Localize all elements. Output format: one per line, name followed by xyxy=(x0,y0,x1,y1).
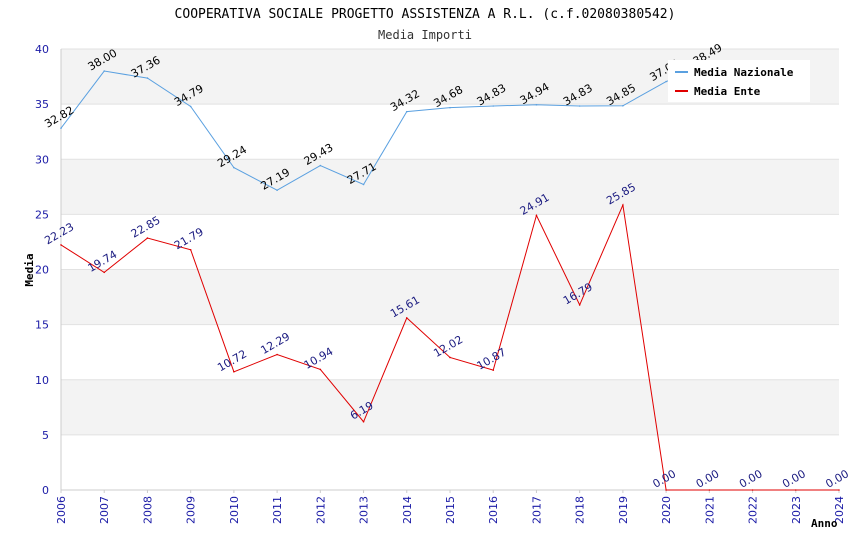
chart-subtitle: Media Importi xyxy=(378,28,472,42)
data-point xyxy=(405,317,408,319)
legend-label-media-ente: Media Ente xyxy=(694,85,761,98)
data-point xyxy=(103,70,106,72)
y-tick-label: 10 xyxy=(35,374,49,387)
chart-title: COOPERATIVA SOCIALE PROGETTO ASSISTENZA … xyxy=(175,7,676,22)
data-point xyxy=(535,214,538,217)
x-tick-label: 2006 xyxy=(55,496,68,524)
series-lines xyxy=(60,64,840,491)
x-tick-label: 2007 xyxy=(98,496,111,524)
data-point xyxy=(189,248,192,251)
data-point xyxy=(276,353,278,356)
data-point xyxy=(838,489,840,491)
y-axis: 0 5 10 15 20 25 30 35 40 xyxy=(35,43,49,497)
x-tick-label: 2015 xyxy=(444,496,457,524)
data-point xyxy=(319,164,322,167)
x-tick-label: 2019 xyxy=(617,496,630,524)
data-point xyxy=(103,271,106,274)
x-tick-label: 2021 xyxy=(703,496,716,524)
data-point xyxy=(535,103,538,106)
y-tick-label: 35 xyxy=(35,98,49,111)
y-tick-label: 0 xyxy=(42,484,49,497)
plot-band xyxy=(61,159,839,215)
data-point xyxy=(276,189,278,192)
plot-band xyxy=(61,324,839,380)
x-tick-label: 2011 xyxy=(271,496,284,524)
legend-box xyxy=(668,60,810,102)
data-point xyxy=(146,237,149,239)
data-point xyxy=(405,110,408,113)
data-point xyxy=(362,420,365,423)
data-point xyxy=(665,489,667,491)
data-point xyxy=(60,244,62,246)
y-tick-label: 25 xyxy=(35,208,49,221)
data-point xyxy=(362,183,365,186)
x-tick-label: 2009 xyxy=(185,496,198,524)
x-tick-label: 2017 xyxy=(530,496,543,524)
y-tick-label: 20 xyxy=(35,264,49,277)
plot-band xyxy=(61,269,839,325)
x-tick-label: 2012 xyxy=(314,496,327,524)
data-point xyxy=(60,127,62,129)
data-point xyxy=(449,106,451,109)
y-tick-label: 5 xyxy=(42,429,49,442)
data-point xyxy=(146,77,149,79)
data-point xyxy=(449,356,451,359)
x-tick-label: 2016 xyxy=(487,496,500,524)
x-tick-label: 2020 xyxy=(660,496,673,524)
legend: Media Nazionale Media Ente xyxy=(668,60,810,102)
data-point xyxy=(665,80,667,83)
plot-bands xyxy=(60,48,839,491)
data-point xyxy=(751,489,754,491)
plot-band xyxy=(61,434,839,490)
y-tick-label: 30 xyxy=(35,153,49,166)
data-point xyxy=(233,371,235,373)
data-point xyxy=(622,104,624,107)
data-point xyxy=(578,304,581,306)
x-tick-label: 2022 xyxy=(747,496,760,524)
x-tick-label: 2008 xyxy=(141,496,154,524)
data-point xyxy=(794,489,797,491)
data-point xyxy=(578,105,581,107)
plot-band xyxy=(61,104,839,160)
x-tick-label: 2014 xyxy=(401,496,414,524)
x-tick-label: 2010 xyxy=(228,496,241,524)
data-point xyxy=(492,105,495,107)
data-point xyxy=(492,369,495,371)
x-tick-label: 2024 xyxy=(833,496,846,524)
x-axis: 2006 2007 2008 2009 2010 2011 2012 2013 2014 2015… xyxy=(55,490,846,524)
plot-band xyxy=(61,214,839,270)
data-point xyxy=(319,368,322,371)
data-point xyxy=(622,204,624,206)
y-axis-label: Media xyxy=(23,253,36,286)
y-tick-label: 15 xyxy=(35,319,49,332)
x-tick-label: 2018 xyxy=(574,496,587,524)
data-point xyxy=(189,105,192,108)
plot-band xyxy=(61,379,839,435)
x-tick-label: 2023 xyxy=(790,496,803,524)
data-point xyxy=(233,166,235,169)
legend-label-media-nazionale: Media Nazionale xyxy=(694,66,794,79)
series-line-media-nazionale xyxy=(60,65,710,191)
y-tick-label: 40 xyxy=(35,43,49,56)
x-axis-label: Anno xyxy=(811,517,838,530)
data-point xyxy=(708,489,711,491)
x-tick-label: 2013 xyxy=(358,496,371,524)
